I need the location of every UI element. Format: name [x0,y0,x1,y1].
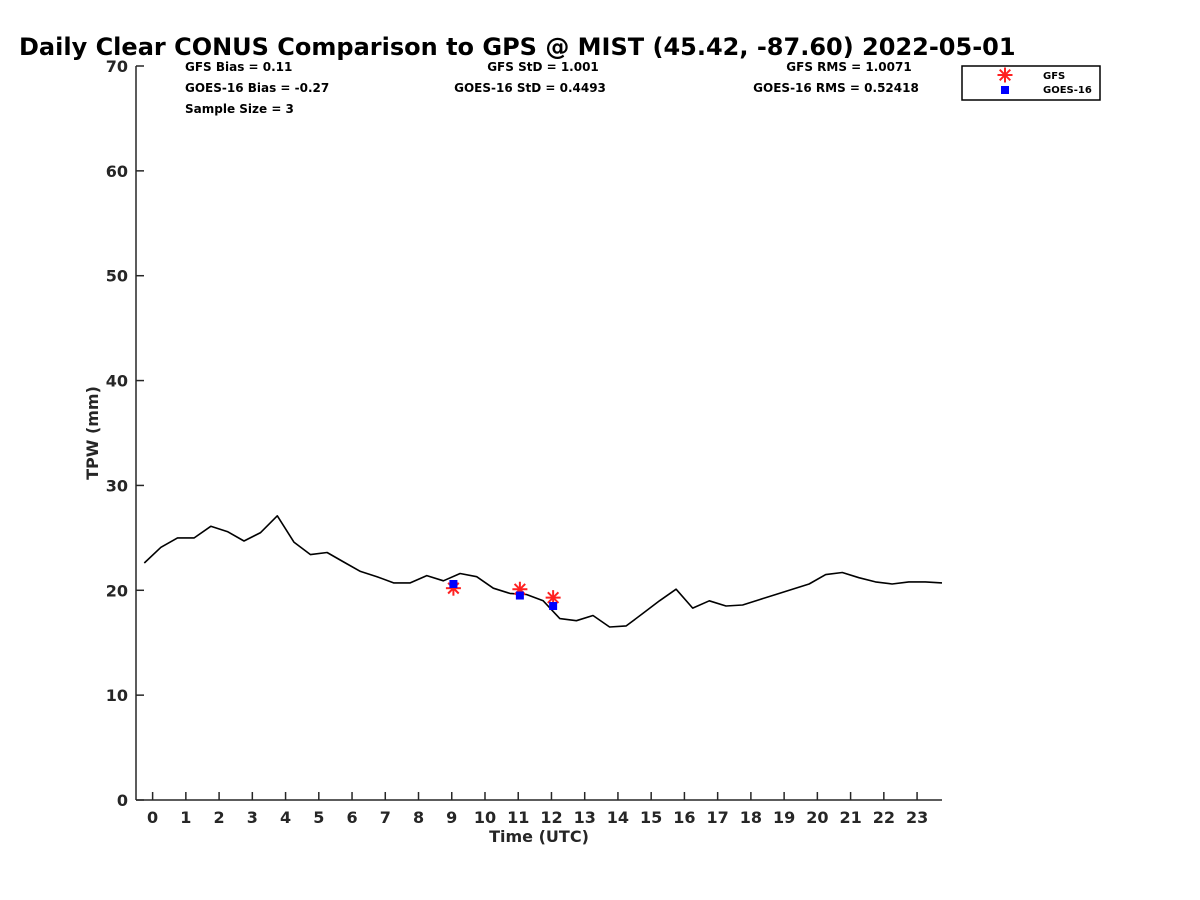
x-tick-label: 11 [507,808,529,827]
goes-point [449,579,458,588]
x-tick-label: 16 [673,808,695,827]
legend-gfs-star-stroke [998,68,1012,82]
x-tick-label: 0 [147,808,158,827]
y-tick-label: 60 [106,162,128,181]
y-tick-label: 40 [106,372,128,391]
x-tick-label: 4 [280,808,291,827]
stats-block: GFS Bias = 0.11 GOES-16 Bias = -0.27 Sam… [185,60,919,116]
x-tick-label: 17 [707,808,729,827]
x-tick-label: 9 [446,808,457,827]
stat-gfs-std: GFS StD = 1.001 [487,60,599,74]
x-tick-label: 15 [640,808,662,827]
legend-gfs-star [997,67,1013,83]
x-tick-label: 19 [773,808,795,827]
x-tick-label: 6 [346,808,357,827]
x-tick-label: 22 [873,808,895,827]
x-tick-label: 3 [247,808,258,827]
stat-goes-rms: GOES-16 RMS = 0.52418 [753,81,919,95]
y-ticks: 0 10 20 30 40 50 60 70 [106,57,144,810]
y-tick-label: 70 [106,57,128,76]
plot-area [143,514,943,628]
stat-goes-std: GOES-16 StD = 0.4493 [454,81,606,95]
legend-gfs-star-icon [997,67,1013,83]
legend-gfs-label: GFS [1043,71,1065,82]
x-tick-label: 20 [806,808,828,827]
y-tick-label: 50 [106,267,128,286]
legend-goes-square-icon [1001,86,1009,94]
x-ticks: 0 1 2 3 4 5 6 7 8 9 10 11 12 13 14 15 16 17 18 19 20 21 22 23 [147,792,928,827]
x-tick-label: 1 [180,808,191,827]
legend-box [961,65,1101,101]
x-tick-label: 12 [540,808,562,827]
goes-point [515,591,524,600]
chart-title: Daily Clear CONUS Comparison to GPS @ MI… [19,33,1016,61]
gps-line [143,514,943,628]
stat-gfs-rms: GFS RMS = 1.0071 [786,60,911,74]
x-tick-label: 18 [740,808,762,827]
y-tick-label: 30 [106,476,128,495]
x-tick-label: 13 [574,808,596,827]
x-tick-label: 14 [607,808,629,827]
x-tick-label: 2 [214,808,225,827]
stat-sample-size: Sample Size = 3 [185,102,294,116]
legend: GFS GOES-16 [961,65,1101,101]
x-axis-label: Time (UTC) [489,827,589,846]
y-tick-label: 0 [117,791,128,810]
axes [135,66,942,801]
stat-gfs-bias: GFS Bias = 0.11 [185,60,292,74]
legend-goes-label: GOES-16 [1043,85,1092,96]
x-tick-label: 5 [313,808,324,827]
x-tick-label: 10 [474,808,496,827]
stat-goes-bias: GOES-16 Bias = -0.27 [185,81,329,95]
y-tick-label: 10 [106,686,128,705]
y-tick-label: 20 [106,581,128,600]
x-tick-label: 7 [380,808,391,827]
x-tick-label: 23 [906,808,928,827]
gfs-point-stroke [547,591,560,604]
goes-point [549,602,558,611]
x-tick-label: 21 [839,808,861,827]
y-axis-label: TPW (mm) [83,386,102,480]
x-tick-label: 8 [413,808,424,827]
